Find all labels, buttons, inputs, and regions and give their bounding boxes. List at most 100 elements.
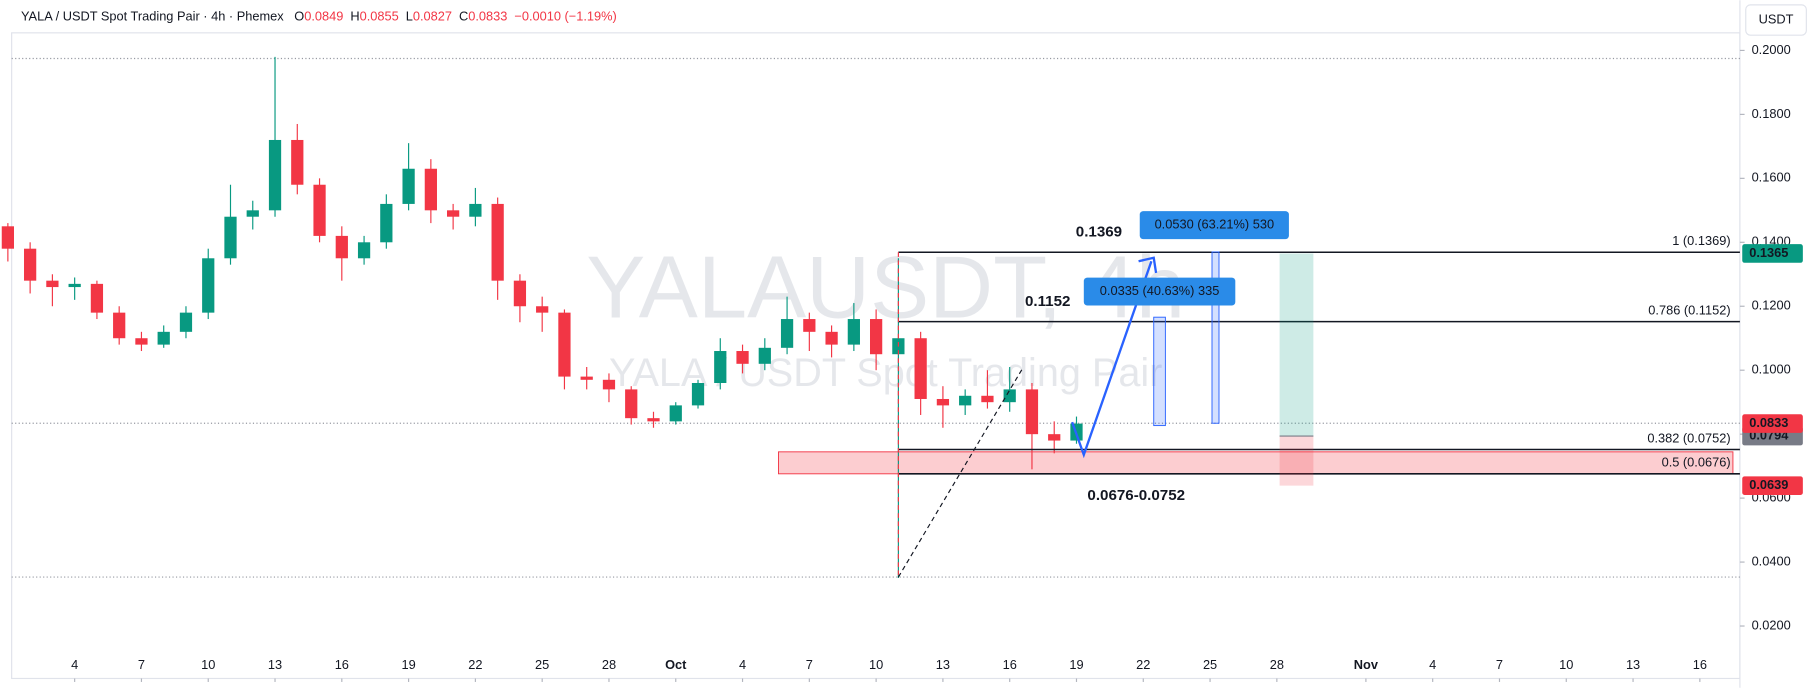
change: −0.0010 (−1.19%) — [514, 9, 616, 24]
candle-body — [24, 248, 37, 281]
fib-label: 0.5 (0.0676) — [1662, 455, 1731, 470]
candle-body — [1003, 389, 1016, 403]
candle-body — [803, 319, 816, 332]
x-tick-label: 7 — [806, 657, 813, 672]
candle-body — [402, 168, 415, 204]
candle-body — [135, 338, 148, 345]
x-tick-label: 4 — [71, 657, 78, 672]
ohlc-value: 0.0855 — [360, 9, 399, 24]
candle-body — [380, 203, 393, 243]
x-tick-label: 13 — [1626, 657, 1640, 672]
measure-bar — [1153, 316, 1166, 427]
x-tick-label: 16 — [1693, 657, 1707, 672]
candle-body — [691, 382, 705, 406]
candle-body — [469, 203, 482, 217]
candle-body — [914, 338, 927, 399]
y-tick-label: 0.1200 — [1752, 298, 1791, 313]
y-tick-label: 0.1600 — [1752, 170, 1791, 185]
y-tick-label: 0.0400 — [1752, 553, 1791, 568]
fib-label: 1 (0.1369) — [1672, 233, 1730, 248]
ohlc-value: 0.0849 — [304, 9, 343, 24]
x-tick-label: 28 — [1270, 657, 1284, 672]
candle-body — [602, 379, 616, 390]
candle-body — [869, 319, 883, 355]
candle-body — [825, 331, 838, 345]
candle-body — [113, 312, 126, 339]
candle-body — [1025, 389, 1039, 435]
x-tick-label: 10 — [201, 657, 215, 672]
x-tick-label: 10 — [869, 657, 883, 672]
candle-body — [1048, 434, 1061, 441]
candle-body — [447, 210, 460, 217]
measure-box — [1083, 277, 1236, 306]
measure-label: 0.0335 (40.63%) 335 — [1100, 283, 1220, 298]
candle-body — [558, 312, 571, 377]
currency-button-label[interactable]: USDT — [1759, 11, 1794, 26]
candle-body — [179, 312, 193, 332]
x-tick-label: 25 — [535, 657, 549, 672]
ohlc-value: 0.0833 — [468, 9, 507, 24]
y-tick-label: 0.2000 — [1752, 42, 1791, 57]
x-tick-label: 13 — [268, 657, 282, 672]
candle-body — [335, 235, 348, 259]
watermark: YALAUSDT, 4h YALA / USDT Spot Trading Pa… — [586, 237, 1185, 395]
x-tick-label: 4 — [1429, 657, 1436, 672]
x-tick-label: 16 — [1003, 657, 1017, 672]
x-tick-label: 22 — [1136, 657, 1150, 672]
x-tick-label: 19 — [401, 657, 415, 672]
level-label: 0.1152 — [1025, 293, 1070, 310]
price-tag-label: 0.1365 — [1749, 245, 1788, 260]
ohlc-key: C — [459, 9, 468, 24]
support-zone — [778, 451, 1734, 475]
x-tick-label: 16 — [335, 657, 349, 672]
candle-body — [847, 319, 860, 345]
ohlc-key: L — [406, 9, 413, 24]
price-tag-label: 0.0639 — [1749, 477, 1788, 492]
fib-label: 0.382 (0.0752) — [1647, 430, 1730, 445]
price-tag-label: 0.0833 — [1749, 415, 1788, 430]
price-tag — [1742, 476, 1803, 495]
y-tick-label: 0.1800 — [1752, 106, 1791, 121]
symbol: YALA / USDT Spot Trading Pair · 4h · Phe… — [21, 9, 284, 24]
candle-body — [736, 351, 749, 364]
y-tick-label: 0.0200 — [1752, 617, 1791, 632]
candle-body — [981, 395, 994, 403]
candle-body — [1, 226, 14, 249]
header: YALA / USDT Spot Trading Pair · 4h · Phe… — [21, 9, 617, 24]
measure-label: 0.0530 (63.21%) 530 — [1155, 217, 1275, 232]
x-tick-label: 19 — [1069, 657, 1083, 672]
x-tick-label: 10 — [1559, 657, 1573, 672]
x-tick-label: 28 — [602, 657, 616, 672]
level-label: 0.1369 — [1076, 223, 1122, 240]
x-tick-label: 4 — [739, 657, 746, 672]
zone-label: 0.0676-0.0752 — [1087, 487, 1185, 504]
candle-body — [424, 168, 437, 211]
x-tick-label: 13 — [936, 657, 950, 672]
ohlc-value: 0.0827 — [413, 9, 452, 24]
x-tick-label: 22 — [468, 657, 482, 672]
candle-body — [491, 203, 504, 281]
stop-area — [1279, 436, 1314, 486]
candle-body — [959, 395, 972, 406]
fib-label: 0.786 (0.1152) — [1648, 303, 1730, 318]
x-tick-label: 25 — [1203, 657, 1217, 672]
currency-button[interactable] — [1745, 4, 1807, 36]
ohlc-key: H — [350, 9, 359, 24]
y-tick-label: 0.1000 — [1752, 362, 1791, 377]
x-tick-label: 7 — [1496, 657, 1503, 672]
candle-body — [513, 280, 527, 307]
price-tag — [1742, 244, 1803, 263]
x-tick-label: Nov — [1354, 657, 1379, 672]
ohlc-key: O — [294, 9, 304, 24]
measure-box — [1139, 211, 1289, 240]
candle-body — [625, 389, 638, 419]
candle-body — [714, 351, 727, 383]
candle-body — [580, 376, 593, 380]
projection-arrowhead — [1138, 256, 1158, 274]
candle-body — [313, 184, 326, 236]
candle-body — [780, 319, 794, 348]
candle-body — [246, 210, 259, 217]
x-tick-label: 7 — [138, 657, 145, 672]
